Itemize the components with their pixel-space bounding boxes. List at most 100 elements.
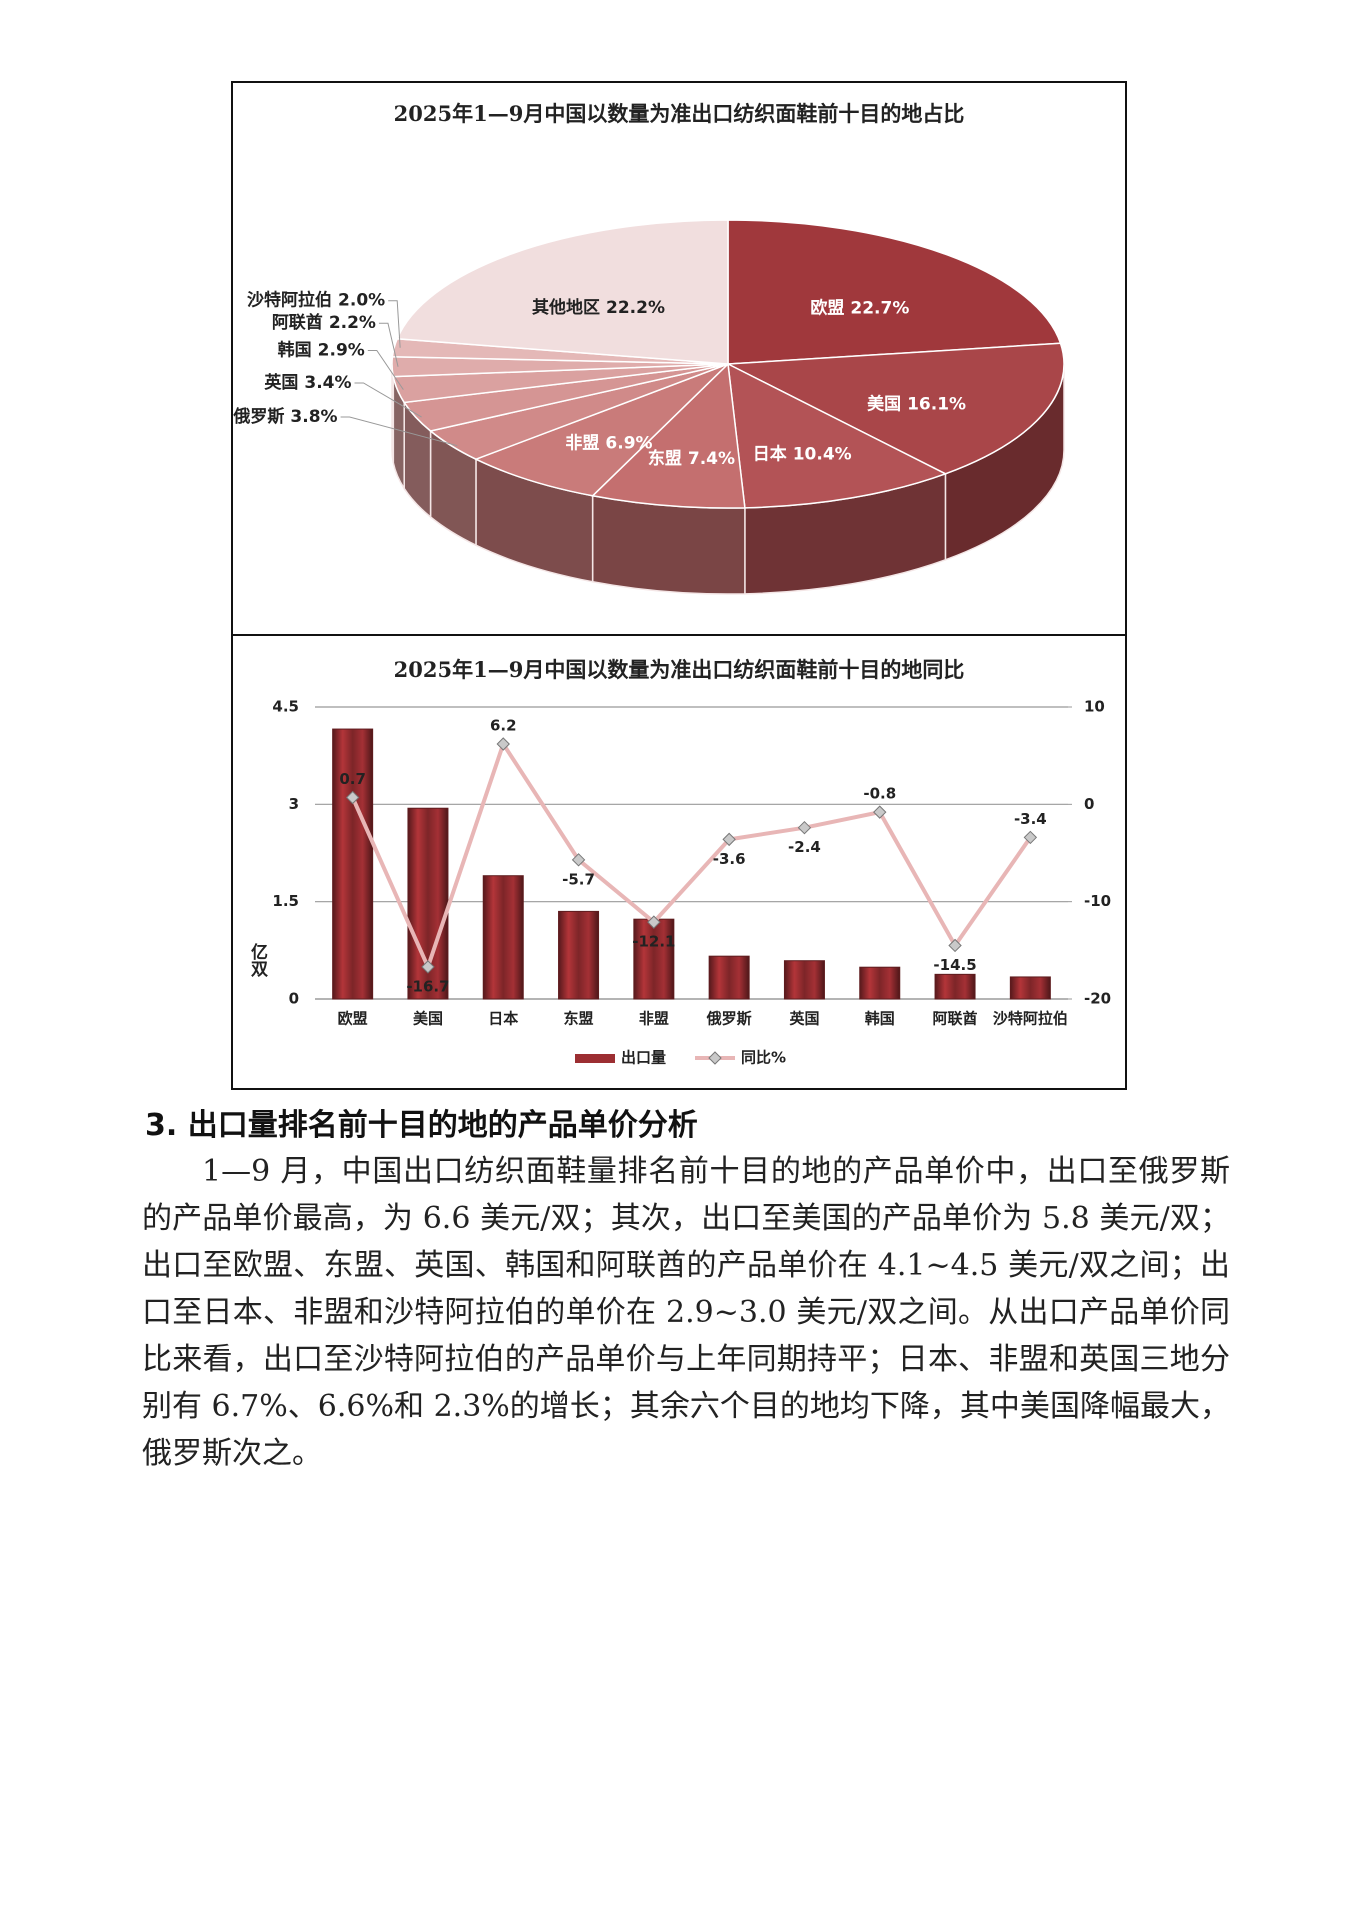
data-label: -3.4 [1014, 810, 1047, 828]
x-tick-label: 英国 [789, 1010, 819, 1028]
line-marker [873, 805, 887, 819]
pie-slice [725, 342, 1065, 475]
pie-label-name: 日本 [753, 443, 787, 464]
leader-line [354, 382, 422, 418]
pie-label-value: 10.4% [793, 444, 852, 464]
pie-label-name: 美国 [867, 393, 901, 414]
x-tick-label: 韩国 [865, 1010, 895, 1028]
bar [558, 910, 600, 1000]
bar-title: 2025年1—9月中国以数量为准出口纺织面鞋前十目的地同比 [394, 657, 965, 682]
y-axis-label: 亿双 [247, 942, 268, 978]
line-marker [571, 853, 586, 867]
pie-label-value: 22.7% [850, 299, 909, 319]
pie-label-name: 韩国 [278, 339, 312, 360]
x-tick-label: 非盟 [639, 1010, 669, 1028]
pie-label: 沙特阿拉伯 2.0% [247, 289, 385, 311]
data-label: -12.1 [632, 933, 675, 951]
pie-label-value: 3.8% [290, 407, 337, 427]
leader-line [388, 300, 401, 348]
pie-title: 2025年1—9月中国以数量为准出口纺织面鞋前十目的地占比 [394, 101, 965, 126]
pie-side [591, 494, 746, 595]
charts: 2025年1—9月中国以数量为准出口纺织面鞋前十目的地占比 2025年1—9月中… [231, 81, 1127, 1090]
line-series [350, 739, 1032, 973]
leader-line [340, 416, 458, 447]
x-tick-label: 欧盟 [338, 1010, 368, 1028]
y-tick-label: 1.5 [272, 892, 299, 910]
bar [783, 960, 825, 1000]
pie-label-value: 2.2% [329, 313, 376, 333]
bar [1009, 976, 1051, 1000]
pie-label-name: 欧盟 [810, 297, 844, 318]
section-paragraph: 1—9 月，中国出口纺织面鞋量排名前十目的地的产品单价中，出口至俄罗斯的产品单价… [142, 1154, 1230, 1471]
pie-label-value: 2.9% [318, 340, 365, 360]
pie-label: 阿联酋 2.2% [272, 312, 376, 334]
bar [482, 875, 524, 1000]
pie-label: 欧盟 22.7% [810, 297, 909, 319]
pie-label: 东盟 7.4% [648, 447, 735, 469]
leader-line [367, 349, 404, 390]
y-tick-label: 4.5 [272, 698, 299, 716]
data-label: 6.2 [490, 716, 517, 734]
bar [934, 973, 976, 1000]
pie-label-value: 22.2% [606, 298, 665, 318]
y2-tick-label: -10 [1084, 892, 1111, 910]
line-marker [1023, 830, 1038, 845]
line-marker [797, 820, 812, 835]
y-tick-label: 0 [289, 990, 299, 1008]
pie-label-name: 沙特阿拉伯 [247, 289, 332, 310]
leader-line [378, 322, 399, 367]
y2-tick-label: 0 [1084, 795, 1094, 813]
pie-label: 俄罗斯 3.8% [232, 406, 337, 428]
data-label: -3.6 [713, 850, 746, 868]
x-tick-label: 日本 [488, 1010, 518, 1028]
pie-label-name: 英国 [264, 371, 298, 392]
line-marker [496, 737, 510, 751]
pie-label: 其他地区 22.2% [532, 296, 665, 318]
x-tick-label: 东盟 [564, 1010, 594, 1028]
pie-label-name: 非盟 [565, 432, 599, 453]
pie-label: 韩国 2.9% [278, 339, 365, 361]
pie-slice [474, 363, 729, 497]
pie-label-value: 3.4% [304, 373, 351, 393]
pie-slice [591, 362, 746, 509]
pie-label-value: 6.9% [605, 434, 652, 454]
data-label: -0.8 [863, 785, 896, 803]
legend-swatch [575, 1054, 615, 1063]
pie-label-name: 其他地区 [532, 296, 600, 317]
y2-tick-label: 10 [1084, 698, 1105, 716]
pie-label-value: 2.0% [338, 291, 385, 311]
pie-label-value: 16.1% [907, 395, 966, 415]
line-marker [345, 790, 360, 805]
pie-slice [727, 219, 1062, 365]
legend-label: 同比% [741, 1049, 786, 1067]
line-marker [647, 915, 661, 929]
data-label: -5.7 [562, 870, 595, 888]
legend-label: 出口量 [621, 1049, 666, 1067]
pie-label-value: 7.4% [688, 449, 735, 469]
pie-label: 英国 3.4% [264, 371, 351, 393]
line-marker [722, 832, 736, 847]
frame-border [231, 81, 1127, 1090]
pie-label: 美国 16.1% [867, 393, 966, 415]
y2-tick-label: -20 [1084, 990, 1111, 1008]
y-tick-label: 3 [289, 795, 299, 813]
section-heading: 3. 出口量排名前十目的地的产品单价分析 [145, 1108, 698, 1143]
line-marker [421, 960, 435, 974]
line-marker [948, 938, 962, 953]
pie-label: 非盟 6.9% [565, 432, 652, 454]
bar [332, 728, 374, 1000]
pie-slice [396, 219, 729, 365]
data-label: -16.7 [406, 977, 449, 995]
bar [708, 955, 750, 1000]
pie-slice [727, 362, 948, 509]
bar [859, 966, 901, 1000]
x-tick-label: 俄罗斯 [706, 1010, 752, 1028]
pie-label-name: 阿联酋 [272, 312, 323, 333]
data-label: -2.4 [788, 838, 821, 856]
data-label: 0.7 [339, 770, 366, 788]
x-tick-label: 美国 [413, 1010, 443, 1028]
bar [633, 918, 675, 1000]
x-tick-label: 阿联酋 [933, 1010, 978, 1028]
pie-label: 日本 10.4% [753, 443, 852, 465]
